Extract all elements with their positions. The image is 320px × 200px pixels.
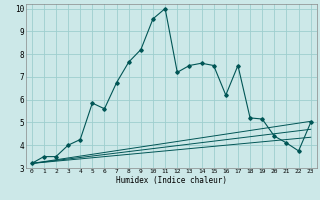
X-axis label: Humidex (Indice chaleur): Humidex (Indice chaleur) <box>116 176 227 185</box>
